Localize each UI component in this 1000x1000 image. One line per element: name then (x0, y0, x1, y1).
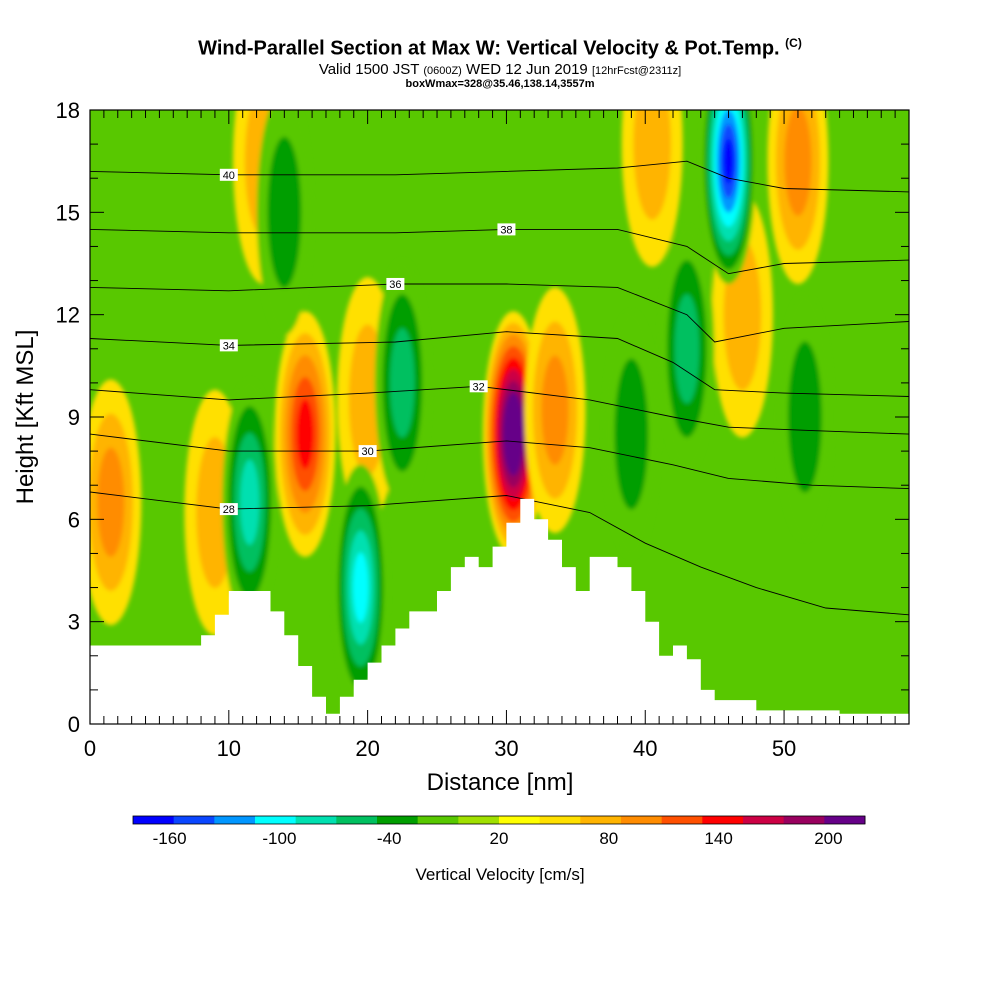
x-tick-label: 40 (633, 736, 657, 761)
isentrope-label-bg (497, 223, 516, 236)
colorbar-swatch (417, 816, 459, 824)
y-tick-label: 9 (68, 405, 80, 430)
downdraft-band (787, 341, 822, 493)
terrain (90, 498, 909, 724)
colorbar-tick-label: -100 (262, 829, 296, 848)
colorbar-swatch (173, 816, 215, 824)
isentrope-label: 38 (500, 224, 512, 236)
downdraft-band (267, 136, 302, 288)
downdraft-band (614, 358, 649, 510)
colorbar-swatch (661, 816, 703, 824)
colorbar: -160 -100 -40 20 80 140 200 (132, 815, 866, 848)
isentrope-label: 30 (362, 446, 374, 458)
updraft-band (508, 415, 518, 453)
updraft-band (633, 110, 671, 220)
chart-title: Wind-Parallel Section at Max W: Vertical… (198, 36, 802, 60)
isentrope-label: 36 (389, 279, 401, 291)
isentrope-label-bg (386, 277, 405, 290)
colorbar-tick-label: 200 (814, 829, 842, 848)
x-tick-label: 50 (772, 736, 796, 761)
colorbar-tick-label: -160 (153, 829, 187, 848)
isentrope-label: 32 (473, 381, 485, 393)
velocity-field (90, 110, 833, 711)
colorbar-swatch (580, 816, 622, 824)
isentrope-line (90, 283, 909, 343)
isentrope-label-bg (219, 168, 238, 181)
downdraft-band (240, 459, 260, 545)
colorbar-swatch (458, 816, 500, 824)
isentrope-label-bg (469, 380, 488, 393)
colorbar-swatch (621, 816, 663, 824)
colorbar-swatch (295, 816, 337, 824)
isentrope-label: 40 (223, 170, 235, 182)
colorbar-swatch (824, 816, 866, 824)
y-tick-label: 6 (68, 507, 80, 532)
downdraft-band (723, 138, 734, 185)
isentrope-label-bg (358, 445, 377, 458)
colorbar-tick-label: 20 (490, 829, 509, 848)
x-tick-label: 0 (84, 736, 96, 761)
y-tick-label: 18 (56, 98, 80, 123)
isentrope-line (90, 160, 909, 193)
colorbar-swatch (539, 816, 581, 824)
x-tick-label: 30 (494, 736, 518, 761)
updraft-band (541, 355, 569, 465)
colorbar-swatch (783, 816, 825, 824)
isentropes (90, 160, 909, 616)
colorbar-swatch (133, 816, 175, 824)
y-tick-label: 12 (56, 303, 80, 328)
isentrope-label-bg (219, 339, 238, 352)
x-tick-label: 20 (355, 736, 379, 761)
colorbar-label: Vertical Velocity [cm/s] (415, 865, 584, 884)
colorbar-swatch (377, 816, 419, 824)
isentrope-line (90, 385, 909, 435)
colorbar-tick-label: -40 (377, 829, 402, 848)
x-tick-label: 10 (217, 736, 241, 761)
colorbar-swatch (743, 816, 785, 824)
colorbar-swatch (336, 816, 378, 824)
isentrope-labels: 28 30 32 34 36 38 40 (219, 168, 516, 516)
updraft-band (784, 110, 812, 216)
y-tick-label: 3 (68, 610, 80, 635)
colorbar-tick-label: 80 (599, 829, 618, 848)
y-tick-label: 15 (56, 200, 80, 225)
downdraft-band (674, 294, 700, 404)
x-axis-label: Distance [nm] (427, 769, 574, 796)
updraft-band (296, 398, 314, 470)
chart-subtitle: Valid 1500 JST (0600Z) WED 12 Jun 2019 [… (318, 61, 682, 78)
colorbar-tick-label: 140 (704, 829, 732, 848)
isentrope-line (90, 491, 909, 616)
colorbar-swatch (702, 816, 744, 824)
colorbar-swatch (214, 816, 256, 824)
downdraft-band (390, 328, 415, 438)
y-tick-label: 0 (68, 712, 80, 737)
isentrope-line (90, 433, 909, 490)
y-axis-label: Height [Kft MSL] (12, 330, 39, 505)
isentrope-label-bg (219, 503, 238, 516)
terrain-fill (90, 498, 909, 724)
colorbar-frame (132, 815, 866, 825)
colorbar-swatch (499, 816, 541, 824)
updraft-band (97, 447, 125, 557)
isentrope-label: 28 (223, 504, 235, 516)
colorbar-swatch (255, 816, 297, 824)
isentrope-line (90, 331, 909, 397)
x-axis: 0 10 20 30 40 50 (84, 110, 910, 761)
box-info: boxWmax=328@35.46,138.14,3557m (405, 78, 595, 90)
downdraft-band (352, 552, 369, 623)
plot-area (90, 110, 909, 724)
isentrope-line (90, 228, 909, 275)
isentrope-label: 34 (223, 340, 235, 352)
